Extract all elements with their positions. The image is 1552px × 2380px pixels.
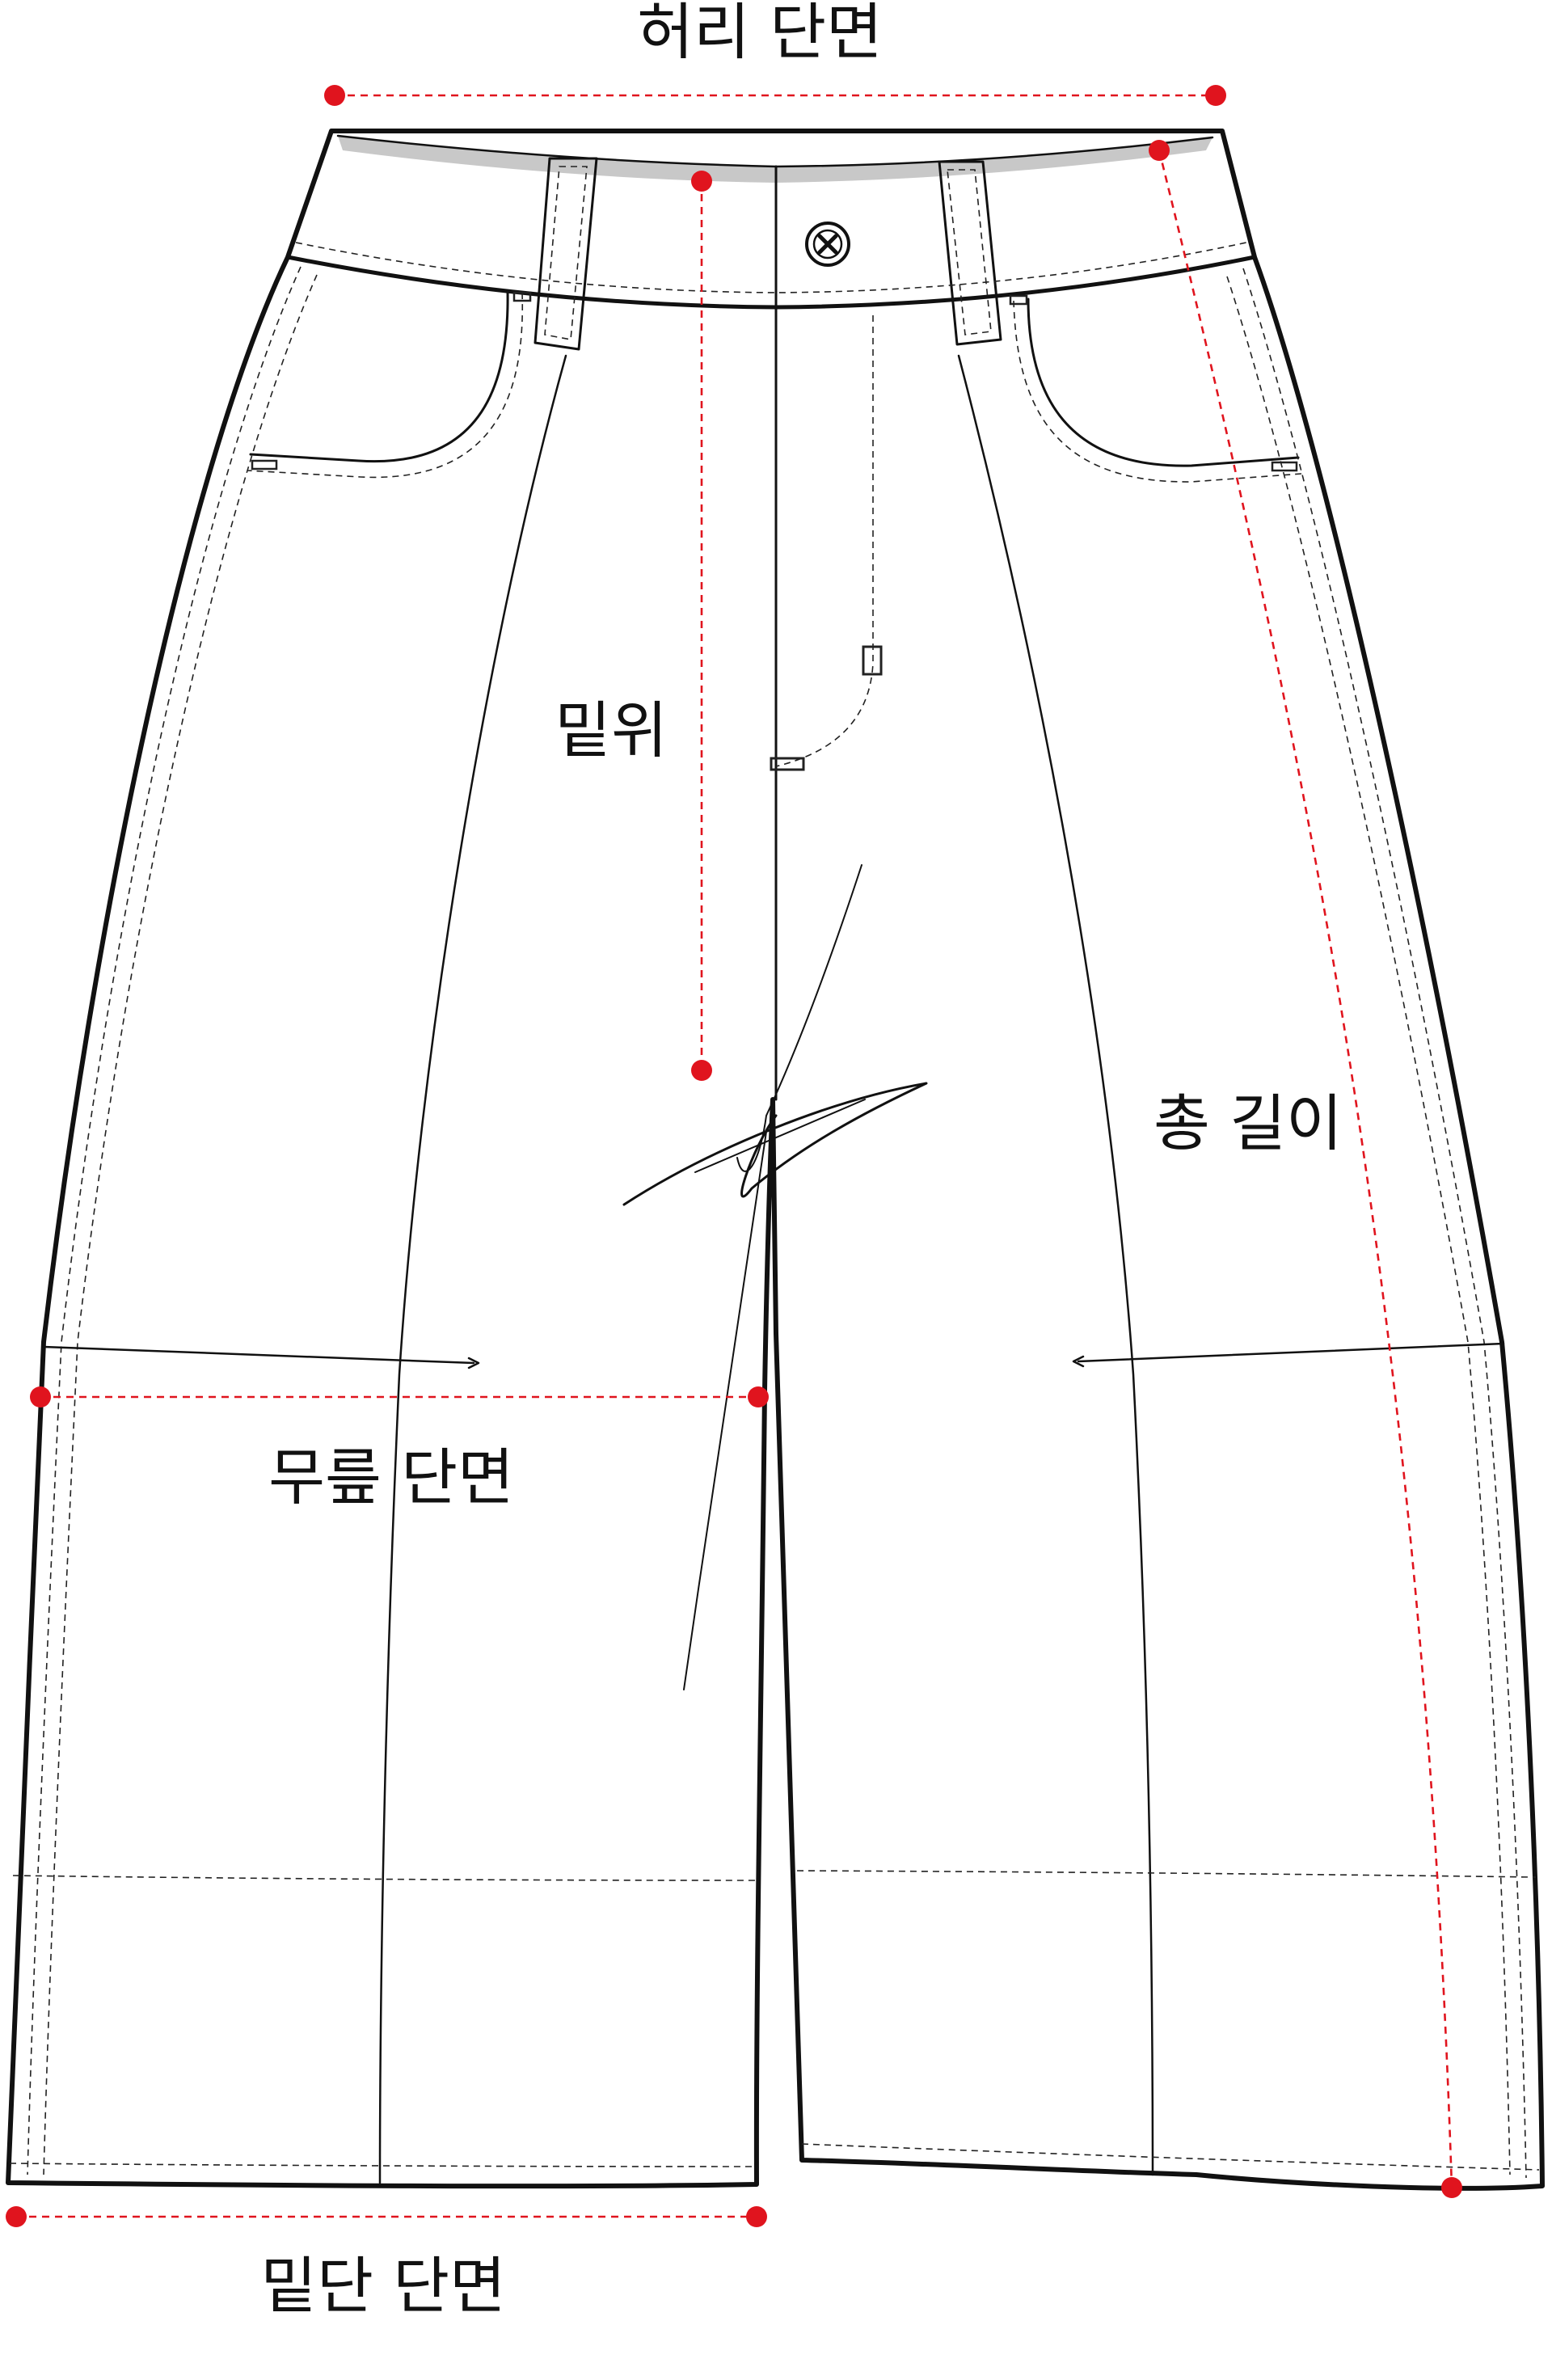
rise-measure-end-dot — [691, 1060, 712, 1081]
knee-dart-left-tip — [467, 1357, 480, 1369]
waist-measure-start-dot — [324, 85, 345, 106]
waist-measure-end-dot — [1205, 85, 1226, 106]
crotch-fold-3 — [694, 1099, 866, 1173]
pants-silhouette — [6, 129, 1545, 2191]
waistband-seam — [285, 255, 1257, 310]
hem-measure-end-dot — [746, 2206, 767, 2227]
fly-bartack-bottom — [770, 757, 805, 771]
length-measure-end-dot — [1441, 2177, 1462, 2198]
belt-loop-right — [938, 160, 1002, 346]
rise-measure-start-dot — [691, 171, 712, 192]
waistband-stitch-lower — [295, 242, 1247, 293]
side-stitch-right-2 — [1226, 276, 1511, 2175]
pocket-bartack-left-side — [251, 459, 278, 471]
crotch-fold-1 — [622, 1082, 928, 1206]
fly-stitch — [775, 315, 874, 767]
pocket-right-stitch — [1013, 300, 1302, 483]
hem-measure-start-dot — [6, 2206, 27, 2227]
panel-line-left — [378, 354, 567, 2184]
crotch-fold-4 — [683, 1131, 767, 1690]
panel-line-right — [957, 354, 1154, 2176]
belt-loop-left-stitch — [544, 166, 588, 340]
side-stitch-left-2 — [43, 274, 318, 2175]
measurement-guides — [6, 85, 1462, 2227]
knee-dart-left — [42, 1345, 475, 1365]
hem-label: 밑단 단면 — [260, 2250, 506, 2322]
waistband-inner — [338, 136, 1212, 183]
thigh-label: 무릎 단면 — [268, 1441, 514, 1513]
button-icon — [805, 222, 850, 267]
fly-bartack-top — [862, 645, 883, 676]
rise-label: 밑위 — [555, 694, 668, 766]
hem-stitch-right-upper — [796, 1870, 1537, 1878]
hem-stitch-left-lower — [9, 2163, 757, 2167]
pocket-left — [249, 289, 509, 463]
side-stitch-right — [1242, 268, 1527, 2179]
length-measure-line — [1158, 150, 1453, 2188]
thigh-measure-start-dot — [30, 1386, 51, 1407]
hem-stitch-right-lower — [801, 2143, 1540, 2171]
thigh-measure-end-dot — [748, 1386, 769, 1407]
waist-label: 허리 단면 — [637, 0, 883, 68]
pocket-bartack-left-top — [512, 291, 532, 302]
knee-dart-right-tip — [1072, 1355, 1085, 1368]
pocket-right — [1027, 298, 1300, 467]
length-measure-start-dot — [1149, 140, 1170, 161]
crotch-fold-2 — [736, 864, 862, 1172]
belt-loop-left — [534, 157, 598, 351]
pants-outline — [6, 129, 1545, 2191]
hem-stitch-left-upper — [12, 1875, 761, 1881]
pocket-bartack-right-side — [1271, 461, 1298, 472]
side-stitch-left — [27, 266, 302, 2175]
pocket-left-stitch — [247, 292, 524, 479]
pocket-bartack-right-top — [1009, 294, 1028, 306]
total-length-label: 총 길이 — [1153, 1087, 1343, 1159]
knee-dart-right — [1077, 1342, 1505, 1363]
